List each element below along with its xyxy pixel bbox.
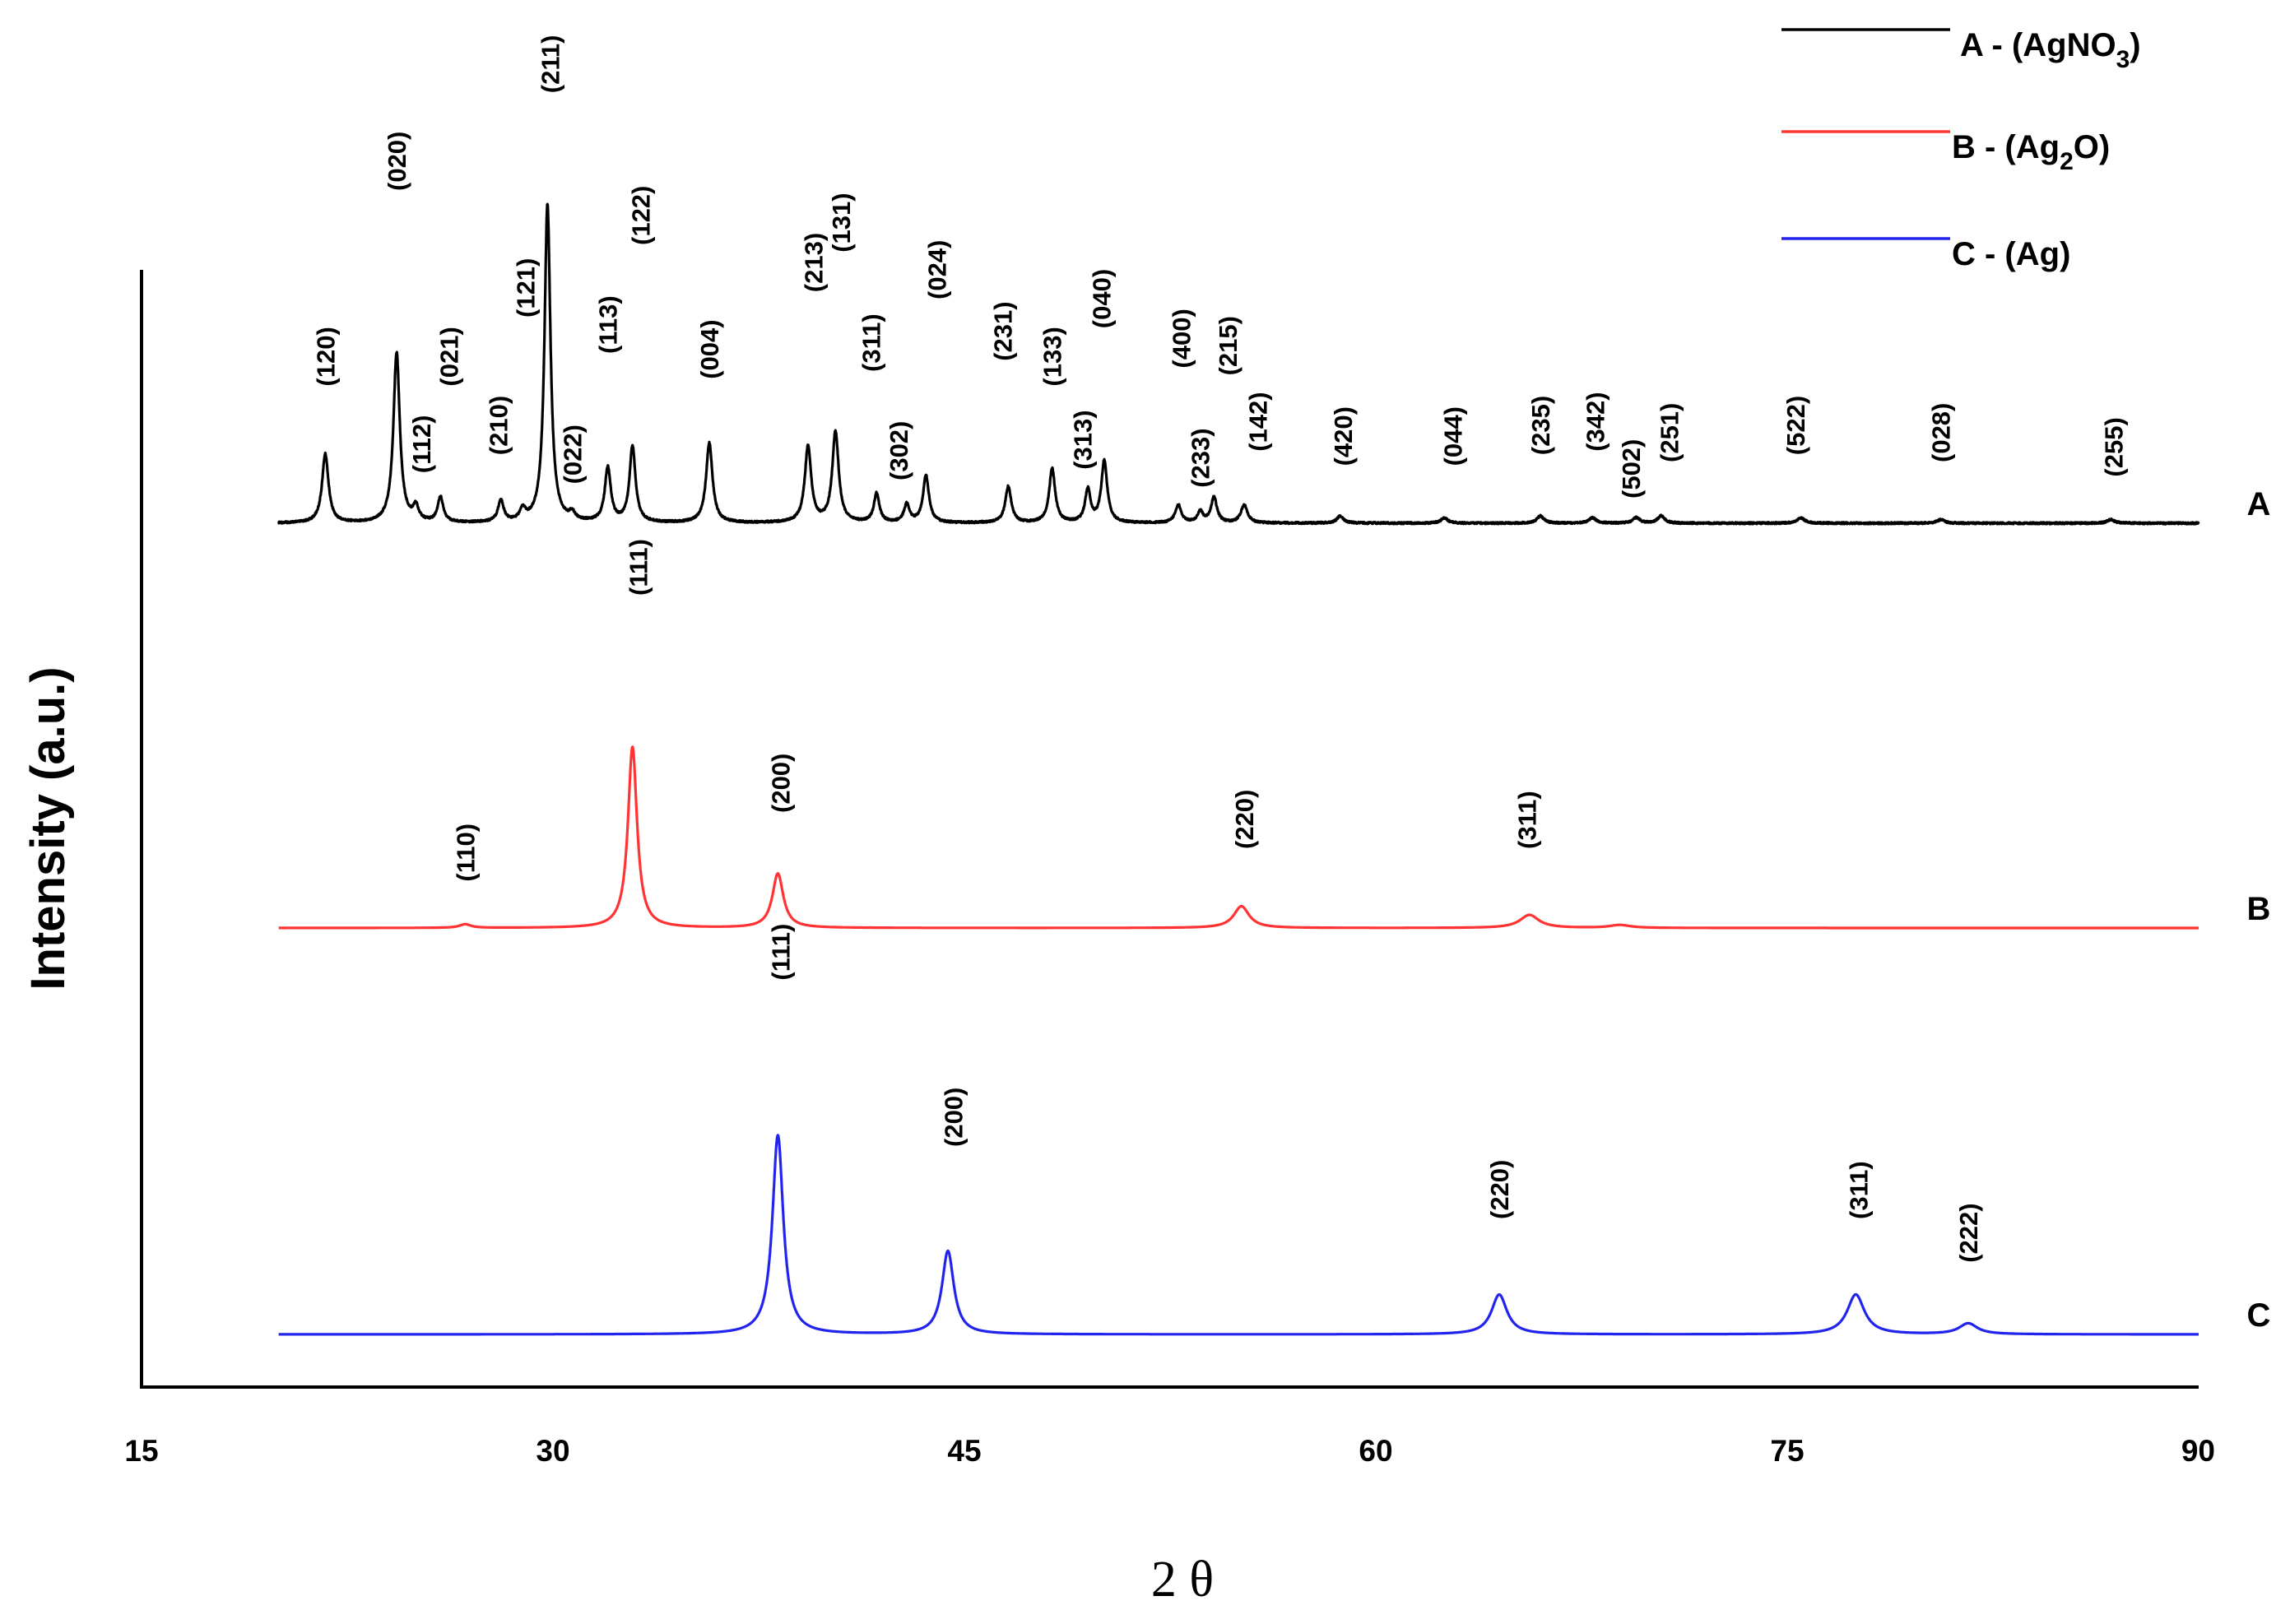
- peak-label-A: (255): [2100, 417, 2129, 476]
- peak-label-A: (235): [1526, 396, 1555, 455]
- legend-item-B: B - (Ag2O): [1781, 129, 2110, 175]
- x-tick-label: 75: [1770, 1434, 1804, 1468]
- peak-label-A: (131): [827, 193, 856, 252]
- peak-label-C: (200): [940, 1088, 968, 1147]
- x-tick-label: 45: [947, 1434, 981, 1468]
- peak-label-C: (220): [1485, 1160, 1514, 1219]
- peak-label-A: (022): [558, 425, 587, 484]
- peak-label-A: (004): [695, 319, 724, 378]
- series-line-C: [277, 1134, 2200, 1336]
- peak-label-C: (311): [1845, 1161, 1874, 1219]
- peak-label-A: (120): [311, 327, 340, 386]
- peak-label-A: (211): [537, 35, 565, 94]
- peak-label-A: (522): [1781, 396, 1810, 455]
- peak-label-A: (502): [1617, 439, 1646, 499]
- series-line-A: [277, 202, 2200, 526]
- peak-label-C: (111): [767, 924, 796, 981]
- peak-label-A: (028): [1927, 403, 1956, 462]
- peak-label-A: (251): [1656, 403, 1684, 462]
- peak-label-A: (021): [434, 327, 463, 386]
- peak-label-A: (231): [989, 301, 1018, 360]
- x-tick-label: 90: [2181, 1434, 2215, 1468]
- legend-item-A: A - (AgNO3): [1781, 27, 2141, 73]
- peak-label-A: (133): [1038, 327, 1067, 386]
- peak-label-A: (020): [383, 132, 411, 191]
- peak-label-A: (040): [1088, 269, 1117, 328]
- series-tag-C: C: [2247, 1297, 2271, 1334]
- series-C: C: [277, 1134, 2271, 1336]
- plot-area: A B C: [277, 202, 2271, 1336]
- x-tick-label: 15: [124, 1434, 158, 1468]
- peak-label-A: (210): [484, 396, 513, 455]
- legend-item-C: C - (Ag): [1781, 236, 2070, 272]
- peak-label-A: (420): [1329, 406, 1358, 466]
- peak-label-A: (311): [857, 313, 886, 372]
- x-tick-label: 30: [536, 1434, 569, 1468]
- peak-label-A: (122): [627, 186, 656, 245]
- series-tag-A: A: [2247, 486, 2271, 522]
- peak-label-A: (112): [407, 415, 436, 474]
- peak-label-C: (222): [1954, 1203, 1983, 1262]
- series-A: A: [277, 202, 2271, 526]
- peak-label-A: (121): [512, 258, 541, 318]
- peak-label-A: (233): [1187, 428, 1215, 487]
- peak-label-A: (142): [1244, 392, 1273, 451]
- series-B: B: [277, 745, 2271, 930]
- peak-label-B: (220): [1230, 790, 1259, 849]
- series-line-B: [277, 745, 2200, 930]
- y-axis-label: Intensity (a.u.): [21, 666, 75, 990]
- peak-label-B: (110): [451, 824, 480, 882]
- axes: 15 30 45 60 75 90: [124, 270, 2215, 1468]
- legend-label-A: A - (AgNO3): [1960, 27, 2141, 73]
- peak-label-A: (044): [1438, 406, 1467, 466]
- peak-label-A: (113): [594, 295, 623, 354]
- peak-label-A: (313): [1068, 410, 1097, 469]
- peak-label-A: (213): [800, 233, 829, 292]
- legend-label-B: B - (Ag2O): [1952, 129, 2110, 175]
- legend-label-C: C - (Ag): [1952, 236, 2070, 272]
- peak-label-A: (400): [1167, 309, 1196, 368]
- peak-label-A: (342): [1582, 392, 1610, 451]
- peak-label-A: (302): [885, 421, 913, 480]
- peak-label-B: (200): [767, 754, 796, 813]
- peak-label-B: (311): [1512, 791, 1541, 849]
- legend: A - (AgNO3) B - (Ag2O) C - (Ag): [1781, 27, 2141, 272]
- x-axis-label: 2 θ: [1151, 1552, 1214, 1608]
- peak-labels: (120) (020) (112) (021) (210) (121) (211) (022)…: [311, 35, 2128, 1263]
- peak-label-B: (111): [624, 539, 653, 596]
- series-tag-B: B: [2247, 891, 2271, 927]
- peak-label-A: (024): [923, 240, 952, 299]
- peak-label-A: (215): [1214, 316, 1243, 375]
- x-tick-label: 60: [1359, 1434, 1392, 1468]
